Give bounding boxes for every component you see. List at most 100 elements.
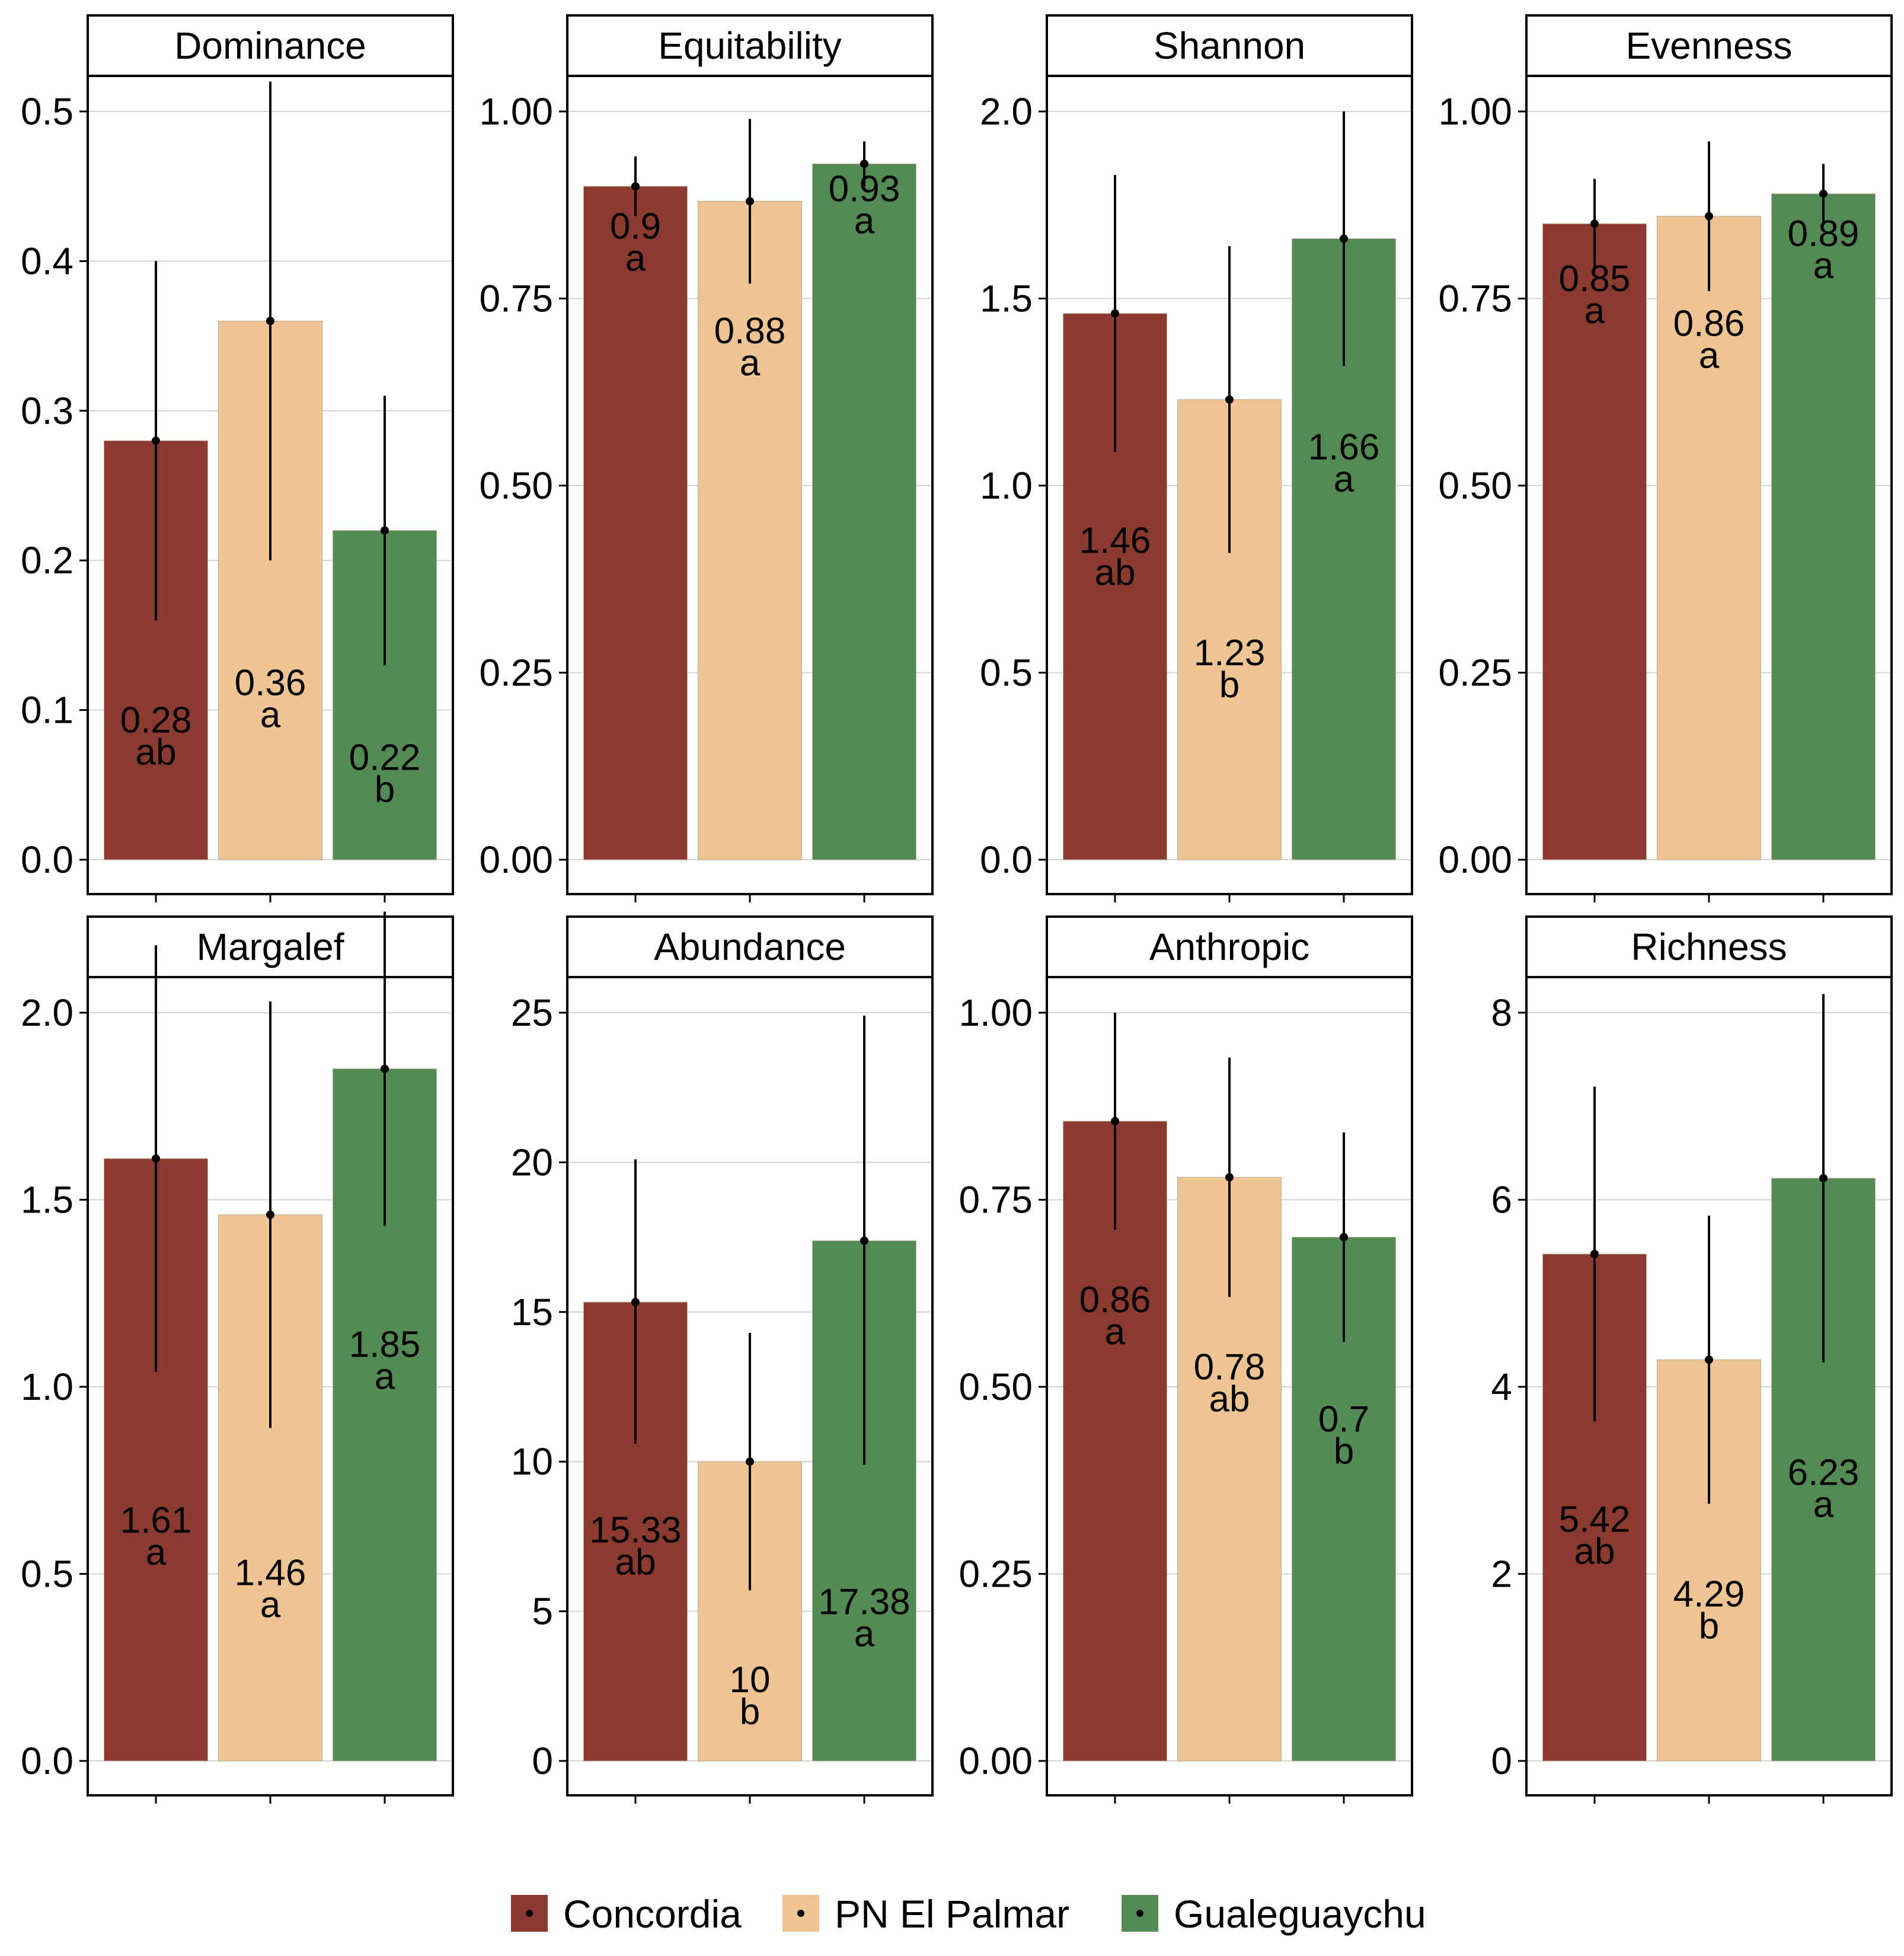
data-label: 0.88 — [714, 311, 786, 352]
facet-strip — [1046, 14, 1413, 77]
y-tick-label: 8 — [1491, 991, 1512, 1034]
y-tick-label: 0.0 — [980, 838, 1033, 881]
y-tick-label: 0.5 — [980, 652, 1033, 694]
data-label: 4.29 — [1673, 1574, 1745, 1615]
y-tick-label: 0.4 — [21, 240, 74, 282]
facet-strip — [1046, 915, 1413, 978]
mean-point — [631, 182, 640, 191]
significance-letter: a — [260, 1584, 281, 1625]
bar-concordia — [1542, 223, 1647, 860]
bar-concordia — [1542, 1253, 1647, 1762]
facet-title: Shannon — [1154, 24, 1305, 67]
data-label: 1.66 — [1308, 427, 1380, 468]
y-tick-label: 1.00 — [959, 991, 1033, 1034]
bar-pn-el-palmar — [698, 200, 802, 860]
y-tick-label: 0.5 — [21, 1553, 74, 1596]
y-tick-label: 2.0 — [980, 90, 1033, 133]
y-tick-label: 0.75 — [959, 1179, 1033, 1221]
bar-gualeguaychu — [1771, 193, 1876, 860]
y-tick-label: 20 — [511, 1141, 553, 1183]
mean-point — [152, 1154, 160, 1163]
facet-strip — [87, 915, 454, 978]
y-tick-label: 0.75 — [479, 277, 553, 320]
legend-key-dot — [797, 1910, 804, 1917]
significance-letter: b — [1334, 1431, 1354, 1472]
facet-title: Equitability — [658, 24, 842, 67]
mean-point — [746, 197, 754, 206]
data-label: 1.46 — [1079, 521, 1151, 561]
mean-point — [381, 1064, 389, 1073]
facet-strip — [566, 915, 934, 978]
data-label: 0.86 — [1673, 304, 1745, 344]
legend-key-dot — [1136, 1910, 1143, 1917]
legend-label-pn-el-palmar: PN El Palmar — [835, 1892, 1069, 1936]
facet-strip — [566, 14, 934, 77]
mean-point — [1225, 395, 1234, 404]
legend-item-gualeguaychu: Gualeguaychu — [1122, 1892, 1426, 1936]
y-tick-label: 0.50 — [1438, 464, 1512, 507]
y-tick-label: 1.0 — [21, 1365, 74, 1408]
data-label: 1.23 — [1194, 633, 1266, 674]
mean-point — [1819, 189, 1828, 198]
y-tick-label: 6 — [1491, 1179, 1512, 1221]
legend-key-dot — [526, 1910, 533, 1917]
significance-letter: a — [1813, 1485, 1834, 1526]
y-tick-label: 0.25 — [1438, 652, 1512, 694]
significance-letter: a — [375, 1357, 395, 1397]
y-tick-label: 1.5 — [980, 277, 1033, 320]
data-label: 0.22 — [349, 738, 421, 778]
y-tick-label: 0.50 — [959, 1365, 1033, 1408]
y-tick-label: 4 — [1491, 1365, 1512, 1408]
mean-point — [1590, 219, 1599, 228]
significance-letter: b — [375, 770, 395, 811]
y-tick-label: 1.0 — [980, 464, 1033, 507]
facet-title: Margalef — [197, 926, 344, 968]
legend-label-concordia: Concordia — [563, 1892, 742, 1936]
y-tick-label: 15 — [511, 1291, 553, 1333]
significance-letter: a — [1699, 336, 1720, 376]
facet-title: Anthropic — [1149, 926, 1309, 968]
significance-letter: a — [260, 694, 281, 735]
significance-letter: a — [1334, 459, 1354, 500]
y-tick-label: 0.2 — [21, 539, 74, 582]
mean-point — [1340, 234, 1348, 243]
significance-letter: ab — [1209, 1379, 1250, 1419]
y-tick-label: 1.5 — [21, 1179, 74, 1221]
facet-panels: Dominance0.28ab0.36a0.22b0.00.10.20.30.4… — [21, 14, 1893, 1804]
y-tick-label: 0.1 — [21, 689, 74, 732]
significance-letter: b — [1219, 665, 1239, 706]
legend-item-pn-el-palmar: PN El Palmar — [782, 1892, 1069, 1936]
data-label: 10 — [730, 1660, 771, 1700]
data-label: 0.89 — [1788, 213, 1860, 254]
bar-gualeguaychu — [812, 163, 916, 860]
y-tick-label: 0.50 — [479, 464, 553, 507]
data-label: 6.23 — [1788, 1453, 1860, 1494]
mean-point — [746, 1457, 754, 1466]
y-tick-label: 2 — [1491, 1553, 1512, 1596]
mean-point — [1705, 212, 1713, 221]
data-label: 15.33 — [589, 1510, 681, 1550]
y-tick-label: 0.00 — [1438, 838, 1512, 881]
facet-title: Evenness — [1625, 24, 1792, 67]
mean-point — [266, 317, 274, 326]
y-tick-label: 0.3 — [21, 390, 74, 432]
legend-item-concordia: Concordia — [511, 1892, 742, 1936]
facet-strip — [1525, 915, 1893, 978]
facet-strip — [1525, 14, 1893, 77]
y-tick-label: 1.00 — [1438, 90, 1512, 133]
data-label: 0.86 — [1079, 1279, 1151, 1320]
significance-letter: a — [1105, 1312, 1126, 1352]
facet-title: Richness — [1631, 926, 1787, 968]
mean-point — [1225, 1173, 1234, 1182]
y-tick-label: 0.00 — [959, 1740, 1033, 1782]
y-tick-label: 0.75 — [1438, 277, 1512, 320]
mean-point — [1819, 1174, 1828, 1183]
mean-point — [860, 159, 868, 168]
significance-letter: a — [1584, 291, 1605, 331]
mean-point — [152, 436, 160, 445]
